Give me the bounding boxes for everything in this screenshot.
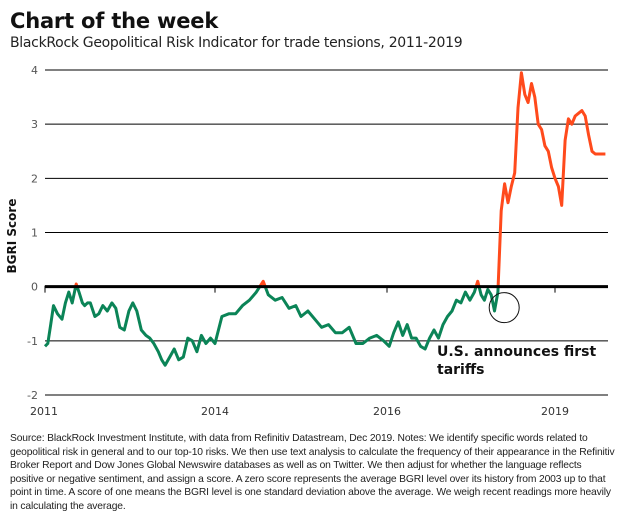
- bgri-line-chart: 4 3 2 1 0 -1 -2 2011 2014 2016 2019 BGRI Score U.…: [5, 64, 608, 418]
- chart-subtitle: BlackRock Geopolitical Risk Indicator fo…: [10, 35, 463, 51]
- y-tick-label: 2: [31, 172, 38, 185]
- series-line-below-zero: [43, 286, 500, 367]
- series-line-above-zero: [74, 71, 606, 287]
- y-tick-label: 1: [31, 227, 38, 240]
- y-tick-label: 3: [31, 118, 38, 131]
- series-lines: [43, 71, 606, 367]
- annotation-circle: [488, 292, 520, 324]
- source-footnote: Source: BlackRock Investment Institute, …: [10, 433, 615, 512]
- annotation-label-line1: U.S. announces first: [437, 344, 597, 360]
- y-tick-label: 0: [31, 281, 38, 294]
- x-tick-label: 2014: [201, 405, 229, 418]
- y-axis-label: BGRI Score: [5, 199, 19, 274]
- x-axis-ticks: 2011 2014 2016 2019: [30, 285, 569, 418]
- y-tick-label: -1: [27, 335, 38, 348]
- x-tick-label: 2011: [30, 405, 58, 418]
- y-axis-ticks: 4 3 2 1 0 -1 -2: [27, 64, 38, 402]
- chart-title: Chart of the week: [10, 9, 219, 33]
- annotation-label-line2: tariffs: [437, 362, 485, 378]
- y-tick-label: 4: [31, 64, 38, 77]
- y-tick-label: -2: [27, 389, 38, 402]
- x-tick-label: 2016: [373, 405, 401, 418]
- x-tick-label: 2019: [541, 405, 569, 418]
- gridlines: [45, 69, 608, 396]
